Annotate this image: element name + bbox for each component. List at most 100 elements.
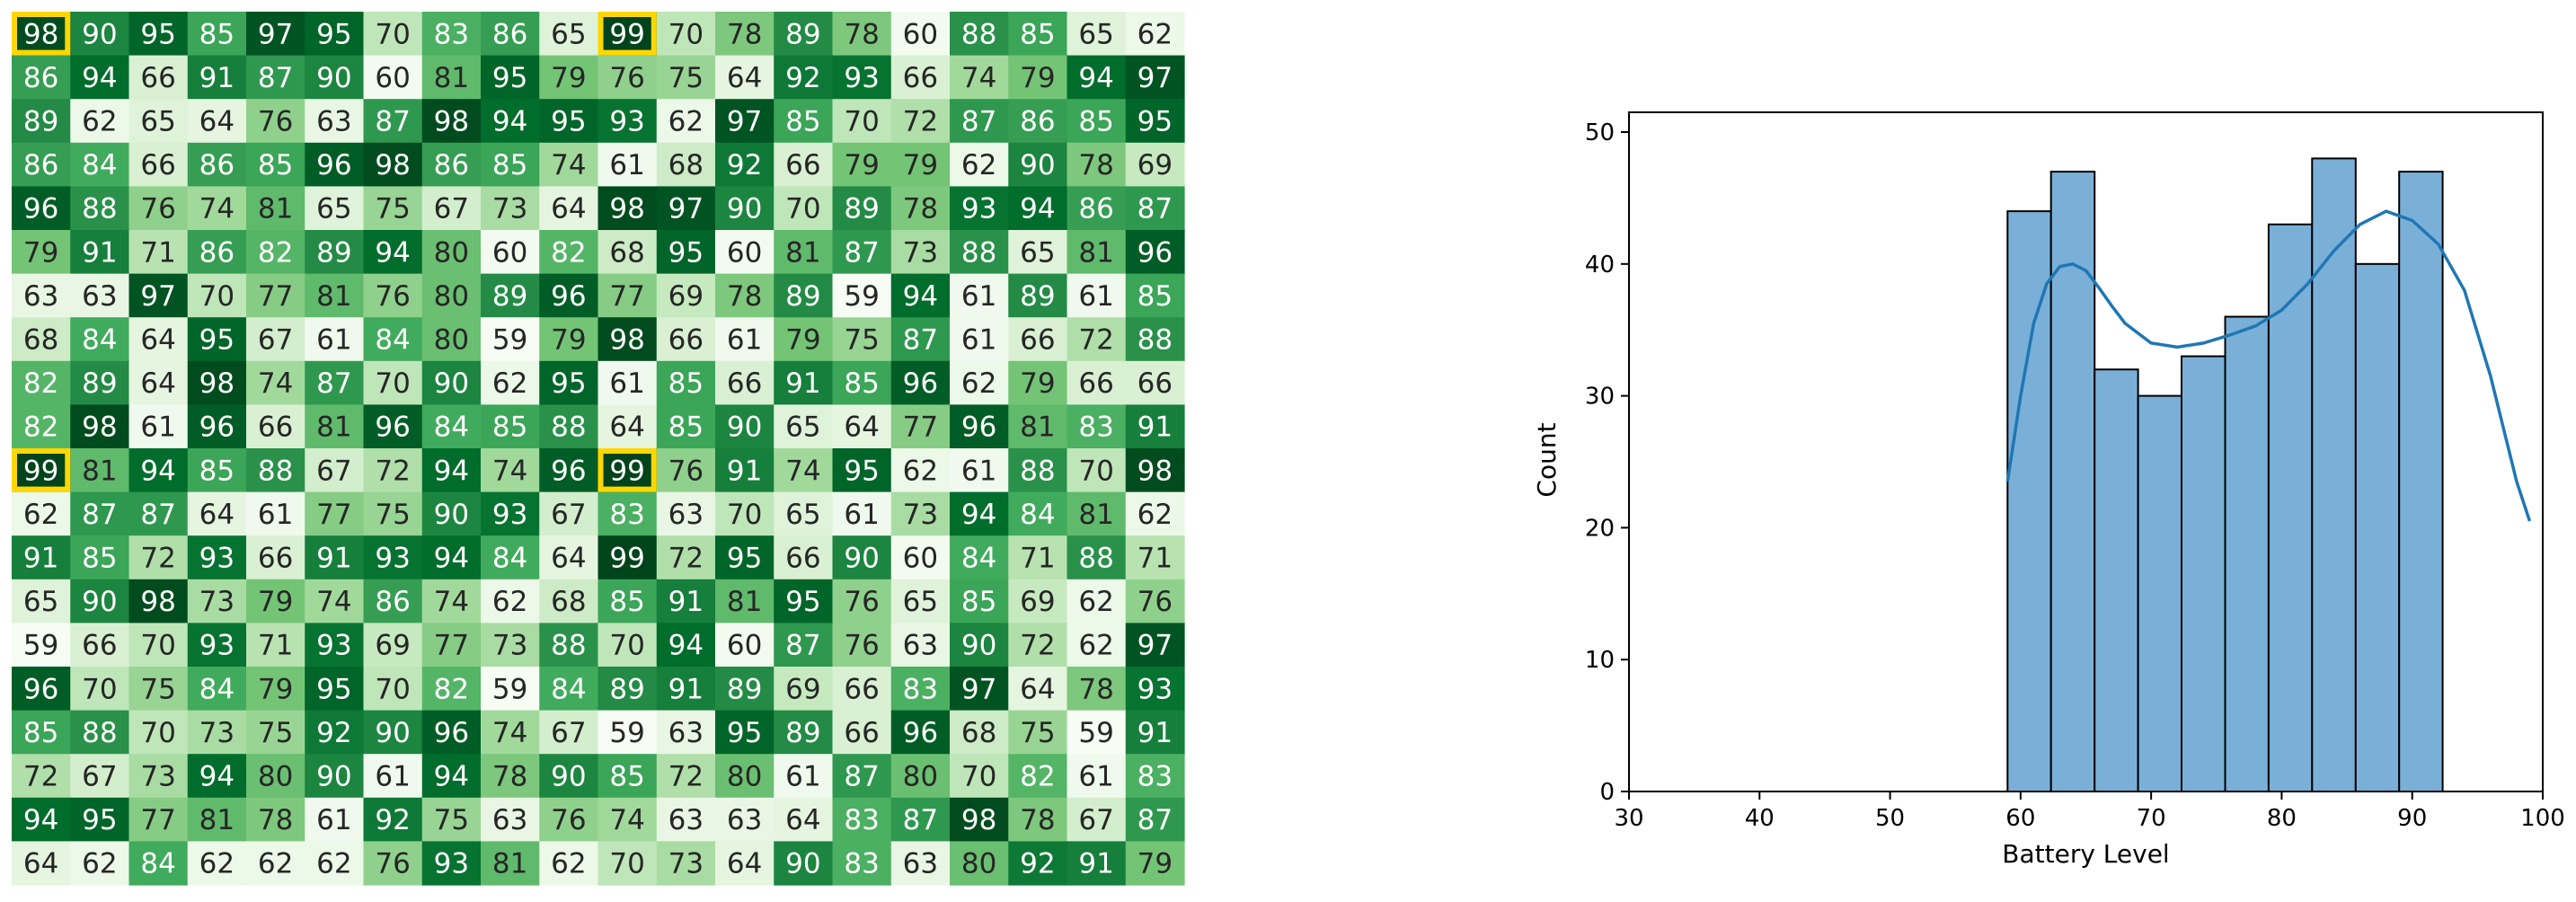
heatmap-cell xyxy=(774,535,834,580)
heatmap-cell xyxy=(832,754,892,799)
heatmap-cell xyxy=(539,404,599,449)
heatmap-cell-value: 64 xyxy=(551,543,586,575)
heatmap-cell-value: 77 xyxy=(434,630,469,662)
heatmap-cell-value: 93 xyxy=(492,499,527,531)
heatmap-cell-value: 91 xyxy=(668,673,704,705)
heatmap-cell xyxy=(539,797,599,842)
heatmap-cell-value: 79 xyxy=(1020,367,1055,400)
heatmap-cell xyxy=(12,273,71,318)
heatmap-cell xyxy=(187,404,247,449)
heatmap-cell-value: 68 xyxy=(551,586,586,618)
heatmap-cell-value: 70 xyxy=(961,761,996,793)
heatmap-cell-value: 95 xyxy=(551,106,586,138)
heatmap-cell-value: 96 xyxy=(961,411,996,444)
heatmap-cell xyxy=(363,55,423,100)
heatmap-cell xyxy=(539,273,599,318)
heatmap-cell xyxy=(539,317,599,362)
heatmap-cell-value: 73 xyxy=(492,630,527,662)
heatmap-cell xyxy=(1008,797,1068,842)
heatmap-cell xyxy=(774,142,834,187)
heatmap-cell xyxy=(1008,360,1068,405)
y-axis-label: Count xyxy=(1532,422,1562,497)
heatmap-cell-value: 62 xyxy=(1138,18,1173,50)
heatmap-cell-value: 90 xyxy=(785,848,820,880)
heatmap-cell-value: 95 xyxy=(1138,106,1173,138)
heatmap-cell-value: 84 xyxy=(140,848,175,880)
y-tick-label: 20 xyxy=(1585,515,1615,542)
heatmap-cell xyxy=(187,360,247,405)
heatmap-cell-value: 86 xyxy=(23,149,58,181)
heatmap-cell xyxy=(890,623,951,668)
heatmap-cell xyxy=(12,99,71,144)
heatmap-cell-value: 90 xyxy=(82,586,117,618)
heatmap-cell xyxy=(70,142,130,187)
heatmap-cell-value: 85 xyxy=(23,717,58,749)
histogram-bar xyxy=(2180,355,2226,792)
heatmap-cell-value: 59 xyxy=(844,280,879,313)
heatmap-cell xyxy=(481,579,540,623)
heatmap-cell xyxy=(128,491,189,536)
heatmap-cell xyxy=(128,448,189,493)
heatmap-cell-value: 87 xyxy=(82,499,117,531)
histogram-bar xyxy=(2006,210,2052,793)
heatmap-cell xyxy=(832,667,892,712)
heatmap-cell xyxy=(1125,667,1185,712)
heatmap-cell xyxy=(305,579,365,623)
heatmap-cell-value: 62 xyxy=(492,367,527,400)
heatmap-cell xyxy=(715,667,775,712)
histogram-bars xyxy=(2006,157,2444,793)
heatmap-cell-value: 82 xyxy=(434,673,469,705)
heatmap-cell xyxy=(1008,623,1068,668)
heatmap-cell xyxy=(539,12,599,57)
heatmap-cell-value: 95 xyxy=(727,717,762,749)
heatmap-cell xyxy=(187,623,247,668)
heatmap-cell xyxy=(832,448,892,493)
heatmap-cell-value: 74 xyxy=(199,193,235,226)
heatmap-cell-value: 67 xyxy=(434,193,469,226)
heatmap-cell-value: 83 xyxy=(903,673,938,705)
heatmap-cell xyxy=(539,535,599,580)
heatmap-cell xyxy=(656,491,716,536)
heatmap-cell-value: 90 xyxy=(961,630,996,662)
heatmap-cell xyxy=(950,448,1009,493)
heatmap-cell xyxy=(187,754,247,799)
heatmap-cell xyxy=(481,623,540,668)
heatmap-cell-value: 73 xyxy=(199,717,235,749)
heatmap-cell xyxy=(1067,12,1127,57)
heatmap-cell xyxy=(1008,55,1068,100)
heatmap-cell xyxy=(187,230,247,275)
heatmap-cell-value: 62 xyxy=(668,106,704,138)
heatmap-cell-value: 92 xyxy=(785,62,820,94)
heatmap-cell xyxy=(363,841,423,886)
heatmap-cell xyxy=(950,535,1009,580)
heatmap-cell xyxy=(656,142,716,187)
heatmap-cell-value: 94 xyxy=(434,543,469,575)
heatmap-cell xyxy=(656,317,716,362)
heatmap-cell xyxy=(128,754,189,799)
heatmap-cell-value: 69 xyxy=(668,280,704,313)
heatmap-cell xyxy=(128,55,189,100)
heatmap-cell-value: 61 xyxy=(375,761,410,793)
heatmap-cell xyxy=(598,317,658,362)
heatmap-cell xyxy=(598,491,658,536)
heatmap-cell xyxy=(774,841,834,886)
heatmap-cell-value: 86 xyxy=(1020,106,1055,138)
heatmap-cell xyxy=(832,491,892,536)
heatmap-cell xyxy=(1067,841,1127,886)
heatmap-cell xyxy=(70,230,130,275)
heatmap-cell-value: 89 xyxy=(82,367,117,400)
heatmap-cell-value: 64 xyxy=(727,62,762,94)
histogram-bar xyxy=(2094,368,2139,792)
heatmap-cell xyxy=(832,797,892,842)
heatmap-cell xyxy=(890,535,951,580)
heatmap-cell-value: 96 xyxy=(551,280,586,313)
battery-histogram: 30 40 50 60 70 80 90 100 0 10 20 30 40 50 Battery Le… xyxy=(1532,111,2565,869)
heatmap-cell xyxy=(656,12,716,57)
heatmap-cell xyxy=(246,754,305,799)
heatmap-cell-value: 61 xyxy=(727,324,762,357)
heatmap-cell xyxy=(1067,448,1127,493)
heatmap-cell xyxy=(363,12,423,57)
heatmap-cell-value: 62 xyxy=(316,848,351,880)
heatmap-cell xyxy=(832,273,892,318)
